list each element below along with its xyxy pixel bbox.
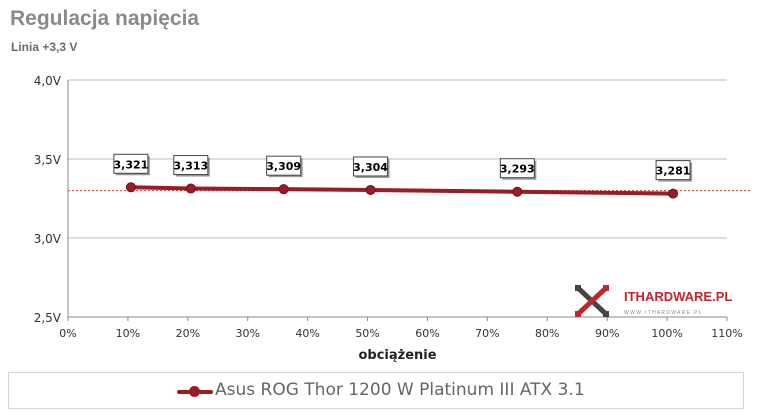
chart-title: Regulacja napięcia — [10, 7, 200, 30]
line-chart: 2,5V 3,0V 3,5V 4,0V 0% 10% 20% 30% 40% 50% 60% 70% 8… — [34, 74, 752, 363]
series-layer — [125, 182, 679, 199]
chart-subtitle: Linia +3,3 V — [11, 40, 78, 54]
y-tick-label: 3,0V — [34, 232, 62, 246]
data-point — [185, 183, 196, 194]
data-label-box — [113, 153, 149, 174]
data-label-box — [499, 158, 535, 179]
x-tick-label: 20% — [176, 327, 200, 340]
data-label: 3,321 — [114, 158, 149, 171]
data-point — [668, 188, 679, 199]
x-tick-label: 110% — [711, 327, 742, 340]
data-point — [365, 184, 376, 195]
ithardware-logo: ITHARDWARE.PL W W W . I T H A R D W A R … — [575, 285, 732, 317]
x-tick-label: 70% — [475, 327, 499, 340]
data-label-layer: 3,321 3,313 3,309 3,304 3,293 3,281 — [113, 153, 693, 182]
data-label: 3,281 — [656, 165, 691, 178]
axis-layer: 2,5V 3,0V 3,5V 4,0V 0% 10% 20% 30% 40% 50% 60% 70% 8… — [34, 74, 743, 363]
legend: Asus ROG Thor 1200 W Platinum III ATX 3.… — [8, 372, 744, 409]
data-label-box — [173, 155, 209, 176]
series-line — [128, 185, 676, 196]
x-axis-title: obciążenie — [358, 348, 436, 363]
legend-marker-icon — [189, 386, 200, 397]
x-tick-label: 10% — [116, 327, 140, 340]
data-point — [125, 182, 136, 193]
data-label: 3,309 — [266, 160, 301, 173]
x-tick-label: 40% — [295, 327, 319, 340]
data-point — [512, 186, 523, 197]
logo-text: ITHARDWARE.PL — [624, 289, 732, 304]
x-tick-label: 90% — [595, 327, 619, 340]
y-tick-label: 2,5V — [34, 311, 62, 325]
data-label: 3,293 — [500, 163, 535, 176]
x-tick-label: 80% — [535, 327, 559, 340]
legend-label: Asus ROG Thor 1200 W Platinum III ATX 3.… — [215, 380, 585, 400]
y-tick-label: 4,0V — [34, 74, 62, 88]
data-point — [278, 184, 289, 195]
grid-layer — [68, 79, 752, 318]
data-label: 3,304 — [353, 161, 388, 174]
x-tick-label: 30% — [236, 327, 260, 340]
data-label-box — [266, 155, 302, 176]
x-tick-label: 50% — [355, 327, 379, 340]
data-label-box — [353, 156, 389, 177]
x-tick-label: 0% — [59, 327, 76, 340]
logo-mark-icon — [575, 285, 609, 317]
y-tick-label: 3,5V — [34, 153, 62, 167]
data-label: 3,313 — [173, 160, 208, 173]
x-tick-label: 100% — [651, 327, 682, 340]
x-tick-label: 60% — [415, 327, 439, 340]
logo-tagline: W W W . I T H A R D W A R E . P L — [624, 310, 702, 316]
data-label-box — [655, 160, 691, 181]
